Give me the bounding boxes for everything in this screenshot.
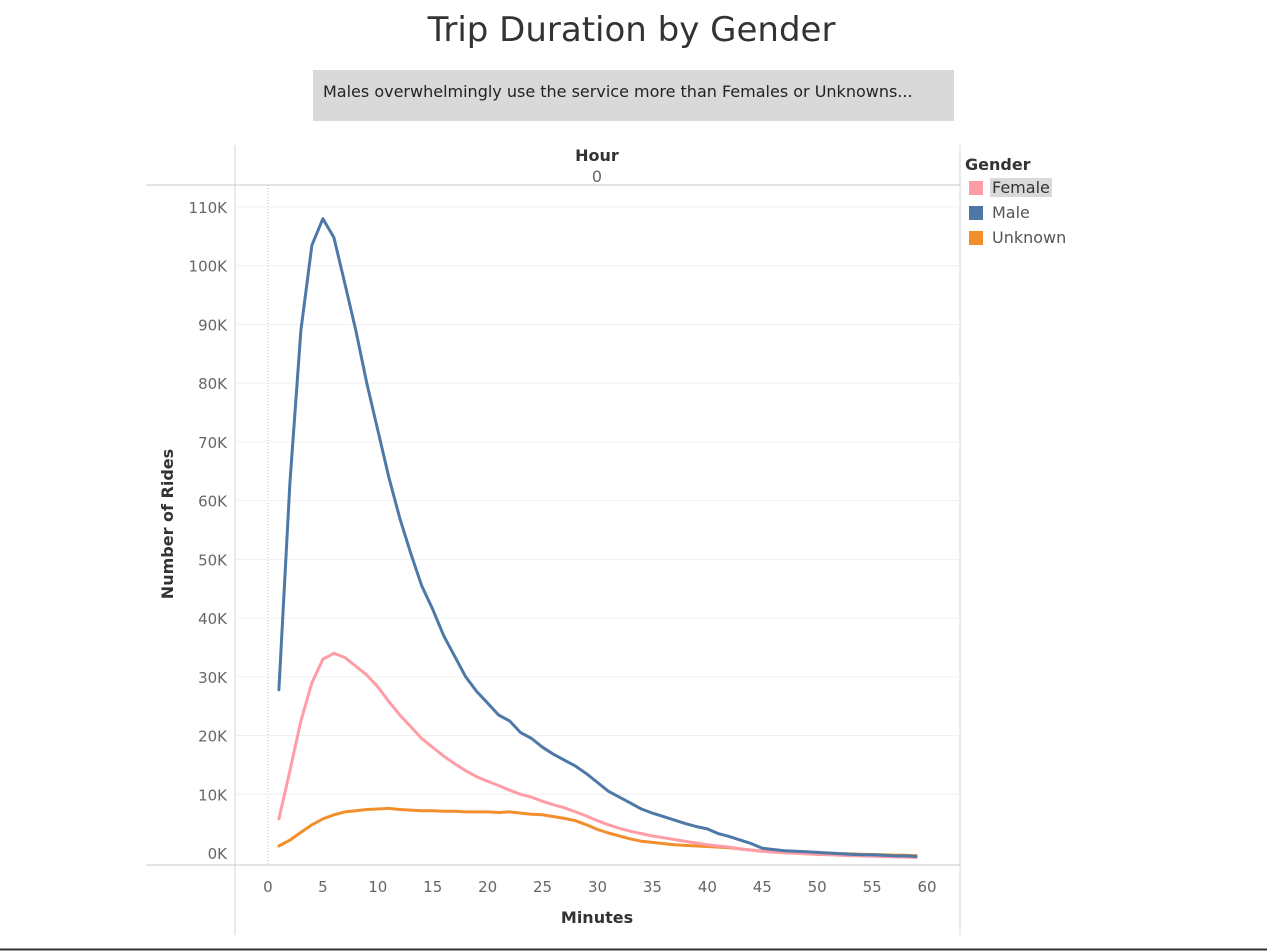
series-line-unknown — [277, 806, 918, 858]
legend-item-unknown[interactable]: Unknown — [965, 225, 1068, 250]
legend-item-male[interactable]: Male — [965, 200, 1068, 225]
legend-label-unknown: Unknown — [992, 228, 1067, 247]
legend-swatch-female — [969, 180, 983, 195]
y-tick-label: 40K — [198, 610, 228, 628]
y-axis-title: Number of Rides — [158, 449, 177, 599]
legend: Gender Female Male Unknown — [965, 155, 1068, 250]
x-tick-label: 0 — [263, 878, 273, 896]
y-tick-label: 110K — [189, 199, 229, 217]
x-tick-label: 50 — [808, 878, 827, 896]
x-tick-label: 60 — [917, 878, 936, 896]
y-tick-label: 60K — [198, 493, 228, 511]
x-tick-label: 30 — [588, 878, 607, 896]
x-tick-label: 10 — [368, 878, 387, 896]
legend-label-female: Female — [990, 178, 1052, 197]
column-header-value: 0 — [592, 167, 602, 186]
x-tick-label: 35 — [643, 878, 662, 896]
legend-swatch-male — [969, 205, 983, 220]
y-tick-label: 90K — [198, 316, 228, 334]
chart-caption: Males overwhelmingly use the service mor… — [313, 70, 954, 121]
x-axis-title: Minutes — [561, 908, 633, 927]
y-tick-label: 100K — [189, 258, 229, 276]
y-tick-label: 80K — [198, 375, 228, 393]
legend-label-male: Male — [992, 203, 1030, 222]
x-tick-label: 15 — [423, 878, 442, 896]
y-tick-label: 0K — [208, 845, 229, 863]
column-header-title: Hour — [575, 146, 619, 165]
y-tick-label: 20K — [198, 728, 228, 746]
x-tick-label: 40 — [698, 878, 717, 896]
legend-title: Gender — [965, 155, 1031, 174]
x-tick-label: 5 — [318, 878, 328, 896]
series-line-female — [277, 651, 918, 859]
chart-title: Trip Duration by Gender — [427, 10, 836, 50]
x-tick-label: 20 — [478, 878, 497, 896]
y-tick-label: 70K — [198, 434, 228, 452]
x-tick-label: 45 — [753, 878, 772, 896]
y-tick-label: 50K — [198, 551, 228, 569]
y-tick-label: 30K — [198, 669, 228, 687]
x-tick-label: 55 — [863, 878, 882, 896]
legend-item-female[interactable]: Female — [965, 175, 1068, 200]
y-tick-label: 10K — [198, 786, 228, 804]
series-line-male — [277, 217, 918, 858]
x-tick-label: 25 — [533, 878, 552, 896]
legend-swatch-unknown — [969, 230, 983, 245]
